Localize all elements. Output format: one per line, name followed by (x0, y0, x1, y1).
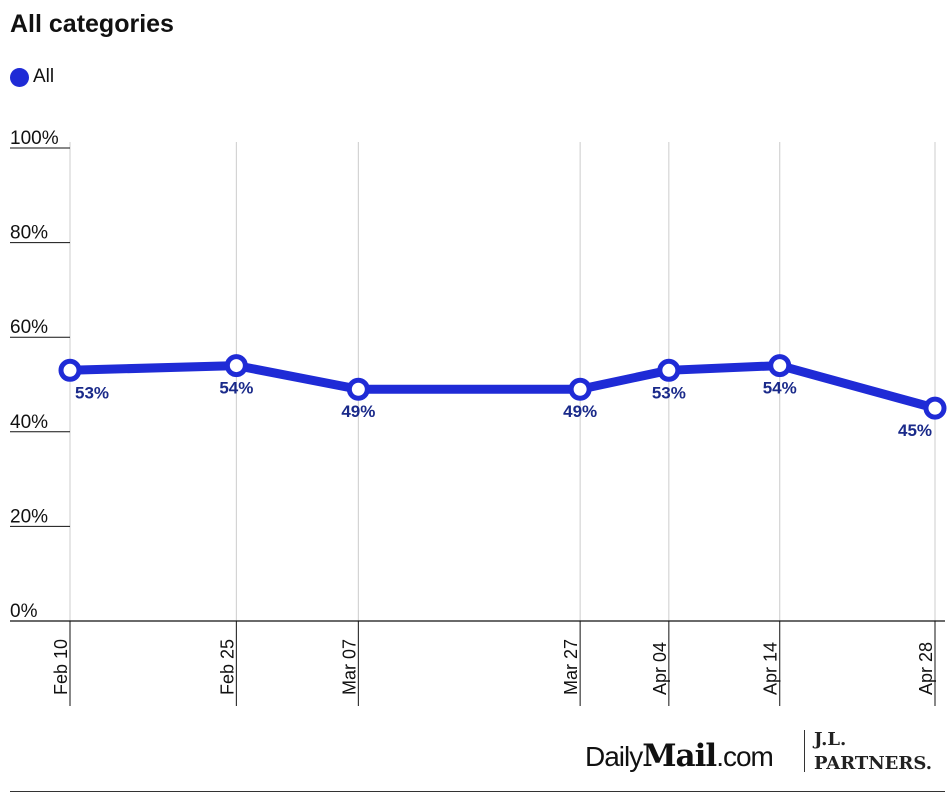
line-chart: Feb 10 Feb 25 Mar 07 Mar 27 Apr 04 Apr 14 Apr … (10, 128, 947, 706)
x-tick-label: Mar 07 (339, 639, 359, 695)
data-label: 53% (652, 383, 686, 402)
data-label: 49% (563, 402, 597, 421)
dailymail-logo-part1: Daily (585, 741, 643, 772)
dailymail-logo-mail: Mail (642, 738, 717, 774)
x-tick-label: Feb 10 (51, 639, 71, 695)
footer-rule (10, 791, 945, 792)
y-tick-label: 0% (10, 601, 38, 622)
x-tick-label: Mar 27 (561, 639, 581, 695)
legend: All (10, 66, 54, 88)
logo-divider (804, 730, 805, 772)
dailymail-logo: DailyMail.com (585, 738, 774, 774)
dailymail-logo-part2: .com (716, 741, 774, 772)
series-line-all (65, 361, 940, 413)
y-tick-label: 60% (10, 317, 48, 338)
legend-label: All (33, 66, 55, 87)
y-tick-label: 80% (10, 223, 48, 244)
data-label: 53% (75, 383, 109, 402)
data-point (346, 377, 370, 401)
legend-swatch (10, 67, 29, 87)
data-label: 54% (763, 379, 797, 398)
data-point (657, 358, 681, 382)
y-tick-label: 20% (10, 506, 48, 527)
jl-partners-logo: J.L. PARTNERS. (814, 729, 932, 774)
data-label: 54% (219, 379, 253, 398)
data-point (58, 358, 82, 382)
data-label: 45% (898, 421, 932, 440)
y-tick-label: 100% (10, 128, 59, 149)
x-tick-label: Apr 14 (761, 642, 781, 695)
data-label: 49% (341, 402, 375, 421)
data-point (768, 354, 792, 378)
data-point (923, 396, 947, 420)
data-point (224, 354, 248, 378)
x-tick-label: Apr 28 (916, 642, 936, 695)
x-tick-label: Feb 25 (217, 639, 237, 695)
data-point (568, 377, 592, 401)
y-tick-label: 40% (10, 412, 48, 433)
chart-title: All categories (10, 10, 174, 38)
x-tick-label: Apr 04 (650, 642, 670, 695)
